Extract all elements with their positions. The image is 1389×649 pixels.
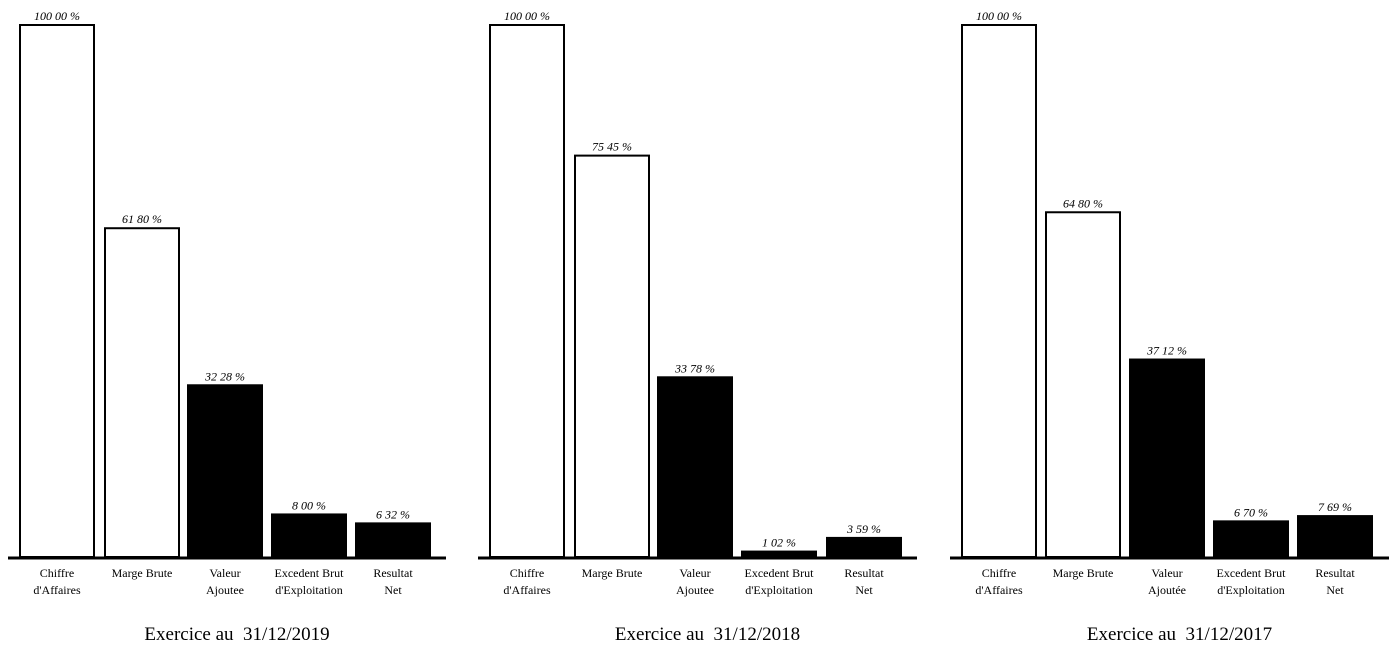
chart-caption: Exercice au 31/12/2017 <box>1087 624 1272 645</box>
tick-label: Chiffre <box>982 566 1016 580</box>
tick-label: Valeur <box>679 566 710 580</box>
tick-label: Net <box>384 583 402 597</box>
tick-label: Valeur <box>1151 566 1182 580</box>
bar <box>1129 358 1205 558</box>
bar <box>271 513 347 559</box>
bar <box>657 376 733 558</box>
bar <box>1213 520 1289 559</box>
data-label: 7 69 % <box>1318 500 1352 514</box>
tick-label: d'Exploitation <box>1217 583 1285 597</box>
bar <box>741 550 817 559</box>
data-label: 100 00 % <box>504 9 550 23</box>
bar <box>1297 515 1373 558</box>
tick-label: Marge Brute <box>1053 566 1114 580</box>
bar <box>961 24 1037 558</box>
bar <box>489 24 565 558</box>
data-label: 100 00 % <box>34 9 80 23</box>
data-label: 6 70 % <box>1234 505 1268 519</box>
data-label: 3 59 % <box>846 522 881 536</box>
bar <box>19 24 95 558</box>
tick-label: d'Affaires <box>33 583 81 597</box>
tick-label: d'Exploitation <box>275 583 343 597</box>
tick-label: Resultat <box>844 566 884 580</box>
tick-label: Ajoutée <box>1148 583 1186 597</box>
tick-label: Resultat <box>373 566 413 580</box>
data-label: 6 32 % <box>376 507 410 521</box>
chart-caption: Exercice au 31/12/2018 <box>615 624 800 645</box>
tick-label: Valeur <box>209 566 240 580</box>
tick-label: d'Affaires <box>975 583 1023 597</box>
tick-label: Marge Brute <box>582 566 643 580</box>
tick-label: Excedent Brut <box>275 566 345 580</box>
tick-label: Marge Brute <box>112 566 173 580</box>
tick-label: Chiffre <box>40 566 74 580</box>
bar <box>355 522 431 559</box>
tick-label: Ajoutee <box>206 583 244 597</box>
bar <box>104 227 180 558</box>
tick-label: Resultat <box>1315 566 1355 580</box>
data-label: 75 45 % <box>592 140 632 154</box>
tick-label: Net <box>1326 583 1344 597</box>
bar <box>826 536 902 558</box>
data-label: 64 80 % <box>1063 196 1103 210</box>
bar <box>1045 211 1121 558</box>
tick-label: d'Exploitation <box>745 583 813 597</box>
tick-label: d'Affaires <box>503 583 551 597</box>
tick-label: Chiffre <box>510 566 544 580</box>
tick-label: Excedent Brut <box>1217 566 1287 580</box>
data-label: 37 12 % <box>1146 344 1187 358</box>
data-label: 32 28 % <box>204 369 245 383</box>
data-label: 61 80 % <box>122 212 162 226</box>
chart-panel-3: 100 00 % Chiffre d'Affaires 64 80 % Marge Br… <box>950 9 1389 645</box>
bar <box>574 154 650 559</box>
data-label: 8 00 % <box>292 498 326 512</box>
tick-label: Net <box>855 583 873 597</box>
data-label: 1 02 % <box>762 536 796 550</box>
chart-panel-2: 100 00 % Chiffre d'Affaires 75 45 % Marge Br… <box>478 9 917 645</box>
data-label: 100 00 % <box>976 9 1022 23</box>
chart-panel-1: 100 00 % Chiffre d'Affaires 61 80 % Marge Br… <box>8 9 446 645</box>
data-label: 33 78 % <box>674 361 715 375</box>
chart-caption: Exercice au 31/12/2019 <box>144 624 329 645</box>
tick-label: Excedent Brut <box>745 566 815 580</box>
tick-label: Ajoutee <box>676 583 714 597</box>
bar <box>187 384 263 558</box>
